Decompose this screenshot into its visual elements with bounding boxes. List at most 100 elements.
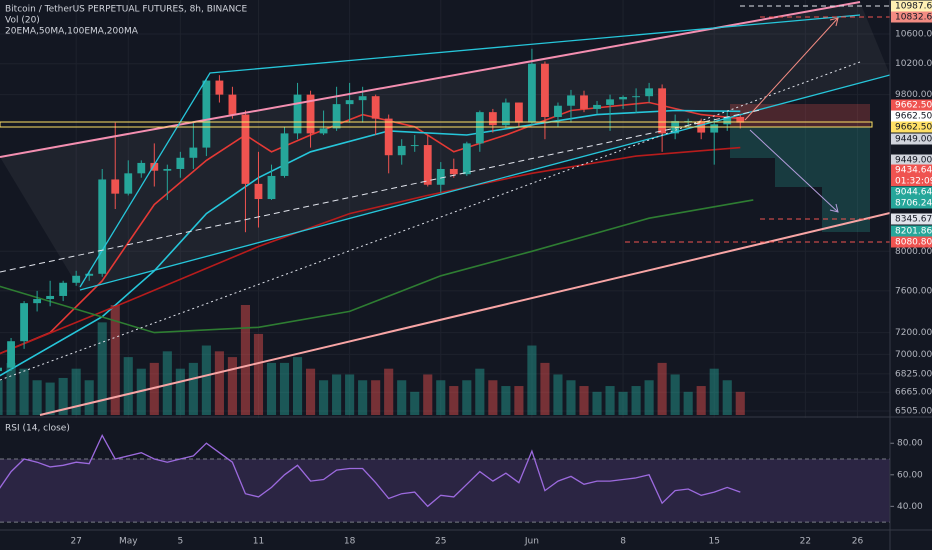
volume-bar — [696, 386, 706, 415]
candle-body — [449, 168, 458, 175]
y-tick-label: 8000.00 — [895, 247, 932, 257]
candle-body — [176, 157, 185, 169]
candle-body — [410, 145, 419, 147]
candle-body — [228, 94, 237, 115]
price-tag-label: 9662.50 — [895, 112, 932, 122]
candle-body — [59, 282, 68, 296]
y-tick-label: 7000.00 — [895, 350, 932, 360]
y-tick-label: 7600.00 — [895, 286, 932, 296]
price-tag-label: 8706.24 — [895, 199, 932, 209]
volume-bar — [345, 374, 355, 415]
price-tag — [891, 121, 932, 133]
rsi-pane — [0, 418, 890, 530]
arrow-head — [829, 203, 839, 213]
volume-bar — [644, 380, 654, 415]
volume-bar — [722, 380, 732, 415]
volume-bar — [123, 357, 133, 415]
volume-bar — [735, 391, 745, 415]
price-tag-label: 9044.64 — [895, 188, 932, 198]
drawings — [0, 1, 891, 416]
price-tag — [891, 11, 932, 23]
candle-body — [72, 275, 81, 283]
candle-body — [0, 367, 2, 372]
volume-bar — [683, 391, 693, 415]
candle-body — [710, 124, 719, 133]
volume-bar — [475, 368, 485, 415]
x-tick-label: 18 — [344, 537, 356, 547]
volume-bar — [188, 362, 198, 415]
candle-body — [554, 105, 562, 117]
price-tag — [891, 213, 932, 225]
price-tag — [891, 99, 932, 111]
ma-label: 20EMA,50MA,100EMA,200MA — [5, 27, 139, 37]
volume-bar — [488, 380, 498, 415]
volume-bar — [214, 351, 224, 415]
volume-bar — [358, 380, 368, 415]
candle-body — [475, 112, 484, 144]
candle-body — [267, 175, 276, 200]
volume-bar — [397, 380, 407, 415]
countdown-tag — [891, 175, 932, 186]
candle-body — [397, 145, 406, 156]
volume-bar — [540, 362, 550, 415]
x-tick-label: May — [119, 537, 138, 547]
volume-bar — [501, 386, 511, 415]
volume-bar — [371, 380, 381, 415]
price-tag — [891, 186, 932, 198]
axes: 10600.00 10200.00 9800.00 8000.00 7600.00 720… — [70, 0, 932, 547]
candle-body — [254, 183, 263, 200]
candle-body — [658, 88, 667, 134]
volume-bar — [266, 362, 277, 415]
volume-bar — [462, 380, 472, 415]
price-tag — [891, 197, 932, 209]
volume-bar — [410, 391, 420, 415]
candle-body — [163, 168, 172, 171]
volume-bar — [423, 374, 433, 415]
chart-title: Bitcoin / TetherUS PERPETUAL FUTURES, 8h… — [5, 5, 247, 15]
price-tag-label: 10832.65 — [895, 13, 932, 23]
trend-line — [39, 212, 891, 416]
candle-body — [111, 179, 120, 194]
x-tick-label: 11 — [253, 537, 264, 547]
volume-bar — [384, 368, 394, 415]
candle-body — [33, 299, 42, 304]
price-tag-label: 9662.50 — [895, 123, 932, 133]
volume-bar — [319, 380, 329, 415]
candle-body — [541, 63, 549, 117]
candle-body — [319, 128, 328, 134]
volume-bar — [305, 368, 316, 415]
volume-bar — [201, 345, 211, 415]
price-tag-label: 8080.80 — [895, 238, 932, 248]
candle-body — [423, 145, 432, 185]
trend-line — [79, 14, 861, 288]
price-tag-label: 9449.00 — [895, 135, 932, 145]
volume-bar — [436, 380, 446, 415]
x-tick-label: 27 — [70, 537, 81, 547]
candle-body — [85, 273, 94, 276]
candle-body — [436, 168, 445, 185]
ma-line — [0, 146, 741, 355]
candle-body — [332, 104, 341, 129]
candle-body — [371, 96, 380, 119]
x-tick-label: 22 — [800, 537, 811, 547]
rsi-tick-label: 40.00 — [897, 502, 923, 512]
volume-bar — [175, 368, 185, 415]
candle-body — [46, 295, 55, 300]
candle-body — [358, 96, 367, 101]
y-tick-label: 10200.00 — [895, 59, 932, 69]
price-tag — [891, 236, 932, 248]
y-tick-label: 6665.00 — [895, 388, 932, 398]
price-tag-label: 8345.67 — [895, 215, 932, 225]
volume-bar — [19, 368, 29, 415]
volume-bar — [657, 362, 667, 415]
arrow — [744, 17, 839, 121]
candle-body — [280, 133, 289, 176]
volume-bar — [709, 368, 719, 415]
candle-body — [488, 112, 497, 126]
y-tick-label: 10600.00 — [895, 30, 932, 40]
candle-body — [580, 95, 588, 109]
arrow — [749, 129, 839, 213]
volume-bar — [592, 391, 602, 415]
candle-body — [514, 102, 523, 123]
